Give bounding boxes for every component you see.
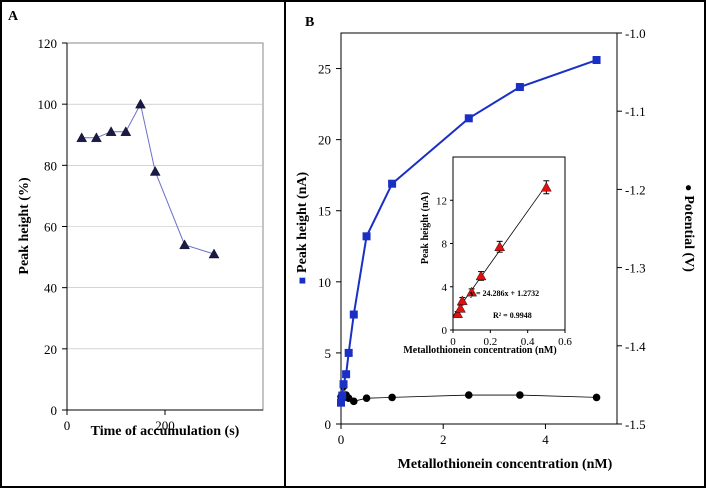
- panel-a-y-tick-label: 60: [44, 220, 57, 235]
- panel-b-peak-height-point: [515, 83, 524, 92]
- panel-b-peak-height-point: [338, 391, 347, 400]
- panel-a-x-tick-label: 0: [64, 418, 71, 433]
- inset-x-tick-label: 0.6: [558, 336, 572, 348]
- panel-b-right-y-tick-label: -1.0: [625, 26, 646, 41]
- panel-b-right-y-axis-marker: ●: [682, 184, 696, 191]
- inset-fit-equation: y = 24.286x + 1.2732: [470, 289, 539, 298]
- panel-a-x-tick-label: 200: [155, 418, 175, 433]
- panel-b-peak-height-point: [349, 310, 358, 319]
- inset-r-squared: R² = 0.9948: [493, 311, 532, 320]
- panel-b-y-tick-label: 5: [325, 346, 332, 361]
- panel-b-right-y-tick-label: -1.2: [625, 182, 646, 197]
- panel-b-label: B: [305, 15, 314, 30]
- panel-a-series-line: [81, 102, 215, 255]
- panel-b-x-axis-label: Metallothionein concentration (nM): [398, 457, 613, 472]
- panel-b-right-y-tick-label: -1.5: [625, 417, 646, 432]
- inset-point: [540, 181, 552, 192]
- inset-point: [494, 241, 506, 251]
- panel-b-potential-point: [349, 397, 358, 406]
- panel-b-right-y-tick-label: -1.1: [625, 104, 646, 119]
- panel-b-potential-point: [464, 391, 473, 399]
- inset-x-tick-label: 0.4: [521, 336, 535, 348]
- panel-a-y-tick-label: 0: [51, 403, 58, 418]
- panel-a-y-axis-label: Peak height (%): [17, 177, 32, 275]
- panel-a-point: [76, 132, 88, 143]
- inset-chart: 0 4 8 12 0 0.2 0.4 0.6 y = 24.286x + 1.2732 R² …: [403, 156, 572, 356]
- panel-a-y-tick-label: 20: [44, 342, 57, 357]
- inset-x-axis-label: Metallothionein concentration (nM): [403, 345, 556, 356]
- panel-b-potential-point: [592, 393, 601, 402]
- panel-b-y-tick-label: 25: [318, 62, 331, 77]
- panel-a-point: [105, 126, 117, 136]
- panel-b-y-tick-label: 0: [325, 417, 332, 432]
- panel-a-point: [208, 248, 220, 259]
- inset-point: [466, 286, 478, 297]
- panel-a-label: A: [8, 9, 19, 24]
- panel-a-point: [120, 126, 132, 136]
- panel-b-potential-point: [516, 391, 524, 399]
- panel-a: A 0 20 40 60 80 100 120 0 200 Time of accumulati…: [8, 9, 264, 439]
- inset-y-tick-label: 0: [442, 325, 448, 337]
- panel-a-point: [149, 166, 161, 176]
- panel-b-y-tick-label: 20: [318, 133, 331, 148]
- panel-b-plot-frame: [340, 32, 618, 425]
- panel-b-y-tick-label: 10: [318, 275, 331, 290]
- panel-b-peak-height-point: [362, 232, 371, 241]
- panel-b-x-tick-label: 4: [542, 432, 549, 447]
- inset-point: [452, 308, 464, 318]
- panel-a-point: [91, 132, 102, 143]
- panel-a-y-tick-label: 100: [38, 97, 58, 112]
- panel-b-right-y-tick-label: -1.4: [625, 339, 646, 354]
- panel-b-peak-height-point: [592, 56, 601, 65]
- panel-b-right-y-axis-label: ●Potential (V): [681, 184, 696, 272]
- panel-b-x-tick-label: 2: [440, 432, 447, 447]
- inset-y-tick-label: 4: [442, 282, 448, 294]
- panel-a-y-tick-label: 40: [44, 281, 57, 296]
- inset-y-axis-label: Peak height (nA): [420, 192, 431, 264]
- inset-point: [475, 270, 487, 281]
- panel-a-point: [135, 98, 146, 109]
- panel-b-right-y-tick-label: -1.3: [625, 261, 646, 276]
- panel-a-x-axis-label: Time of accumulation (s): [91, 424, 240, 439]
- inset-y-tick-label: 12: [436, 195, 447, 207]
- panel-b-x-tick-label: 0: [338, 432, 345, 447]
- panel-a-y-tick-label: 80: [44, 158, 57, 173]
- inset-point: [455, 302, 466, 313]
- panel-b-y-axis-label: ■Peak height (nA): [295, 171, 310, 284]
- panel-b-y-tick-label: 15: [318, 204, 331, 219]
- panel-b-peak-height-point: [388, 179, 397, 188]
- inset-x-tick-label: 0.2: [483, 336, 497, 348]
- panel-a-point: [179, 239, 190, 250]
- panel-b-peak-height-point: [337, 398, 345, 407]
- inset-x-tick-label: 0: [450, 336, 456, 348]
- inset-point: [456, 295, 468, 306]
- panel-b-peak-height-point: [342, 370, 351, 379]
- panel-b-peak-height-point: [339, 380, 348, 389]
- panel-b-potential-point: [362, 394, 371, 402]
- panel-b-potential-point: [388, 393, 396, 402]
- inset-plot-frame: [452, 156, 566, 331]
- panel-b-y-axis-marker: ■: [295, 277, 309, 284]
- panel-b-peak-height-point: [344, 348, 353, 357]
- panel-b-peak-height-point: [464, 114, 473, 123]
- inset-y-tick-label: 8: [442, 239, 448, 251]
- panel-a-y-tick-label: 120: [38, 36, 58, 51]
